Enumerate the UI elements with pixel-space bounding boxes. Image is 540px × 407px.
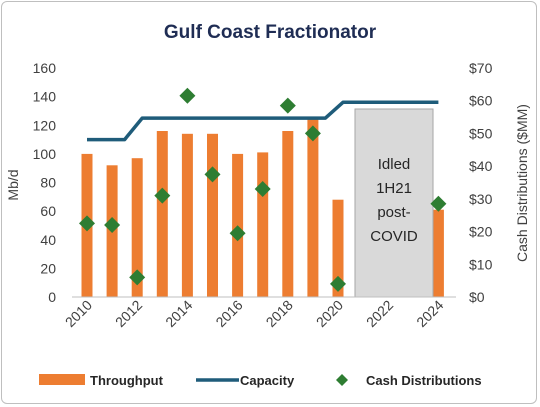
x-tick-label: 2014 — [162, 297, 195, 330]
throughput-bar-2020 — [332, 199, 344, 297]
cash-distribution-marker-2017 — [254, 181, 271, 198]
idled-line-4: COVID — [370, 228, 418, 245]
y-axis-right-ticks: $0 $10 $20 $30 $40 $50 $60 $70 — [469, 60, 493, 305]
x-tick-label: 2010 — [62, 297, 95, 330]
throughput-bar-2015 — [207, 133, 218, 297]
legend-label-throughput: Throughput — [90, 373, 164, 388]
throughput-bar-2024 — [432, 209, 444, 297]
y2-tick-label: $0 — [469, 289, 485, 305]
y-axis-left-ticks: 0 20 40 60 80 100 120 140 160 — [33, 60, 57, 305]
y-tick-label: 140 — [33, 89, 57, 105]
throughput-bar-2012 — [131, 158, 143, 297]
x-tick-label: 2024 — [413, 297, 446, 330]
idled-annotation: Idled 1H21 post- COVID — [354, 108, 434, 298]
y-tick-label: 80 — [40, 175, 56, 191]
cash-distribution-markers — [79, 87, 447, 292]
throughput-bar-2014 — [181, 133, 193, 297]
cash-distribution-marker-2024 — [430, 195, 447, 212]
y-tick-label: 0 — [48, 289, 56, 305]
y-tick-label: 160 — [33, 60, 57, 76]
idled-line-1: Idled — [378, 156, 411, 173]
y-tick-label: 20 — [40, 260, 56, 276]
y2-tick-label: $60 — [469, 93, 493, 109]
cash-distribution-marker-2019 — [304, 125, 321, 142]
legend-swatch-cash-distributions — [336, 374, 348, 386]
x-tick-label: 2012 — [112, 297, 145, 330]
idled-box — [354, 108, 434, 298]
cash-distribution-marker-2013 — [154, 187, 171, 204]
idled-line-2: 1H21 — [376, 180, 412, 197]
y-tick-label: 100 — [33, 146, 57, 162]
cash-distribution-marker-2012 — [129, 269, 146, 286]
y-tick-label: 40 — [40, 232, 56, 248]
cash-distribution-marker-2015 — [204, 166, 221, 183]
y-axis-left-label: Mb/d — [5, 169, 21, 200]
cash-distribution-marker-2016 — [229, 225, 246, 242]
y2-tick-label: $50 — [469, 125, 493, 141]
x-tick-label: 2020 — [313, 297, 346, 330]
y2-tick-label: $70 — [469, 60, 493, 76]
throughput-bar-2017 — [257, 152, 269, 297]
y2-tick-label: $40 — [469, 158, 493, 174]
x-tick-label: 2022 — [363, 297, 396, 330]
x-tick-label: 2018 — [263, 297, 296, 330]
y-tick-label: 120 — [33, 117, 57, 133]
y2-tick-label: $20 — [469, 224, 493, 240]
cash-distribution-marker-2010 — [79, 215, 95, 232]
throughput-bar-2013 — [156, 131, 168, 297]
cash-distribution-marker-2018 — [279, 97, 296, 114]
x-axis-ticks: 2010 2012 2014 2016 2018 2020 2022 2024 — [62, 297, 447, 330]
y-tick-label: 60 — [40, 203, 56, 219]
cash-distribution-marker-2014 — [179, 87, 196, 104]
cash-distribution-marker-2011 — [104, 217, 121, 234]
x-tick-label: 2016 — [212, 297, 245, 330]
legend-label-capacity: Capacity — [240, 373, 295, 388]
y-axis-right-label: Cash Distributions ($MM) — [514, 104, 530, 262]
legend-swatch-throughput — [39, 374, 85, 385]
legend-label-cash-distributions: Cash Distributions — [366, 373, 482, 388]
cash-distribution-marker-2020 — [330, 275, 346, 292]
chart-title: Gulf Coast Fractionator — [164, 22, 377, 43]
capacity-line — [87, 100, 439, 142]
idled-line-3: post- — [377, 204, 410, 221]
y2-tick-label: $10 — [469, 256, 493, 272]
throughput-bar-2019 — [307, 118, 319, 297]
y2-tick-label: $30 — [469, 191, 493, 207]
legend: Throughput Capacity Cash Distributions — [39, 373, 482, 388]
throughput-bar-2018 — [282, 131, 294, 297]
